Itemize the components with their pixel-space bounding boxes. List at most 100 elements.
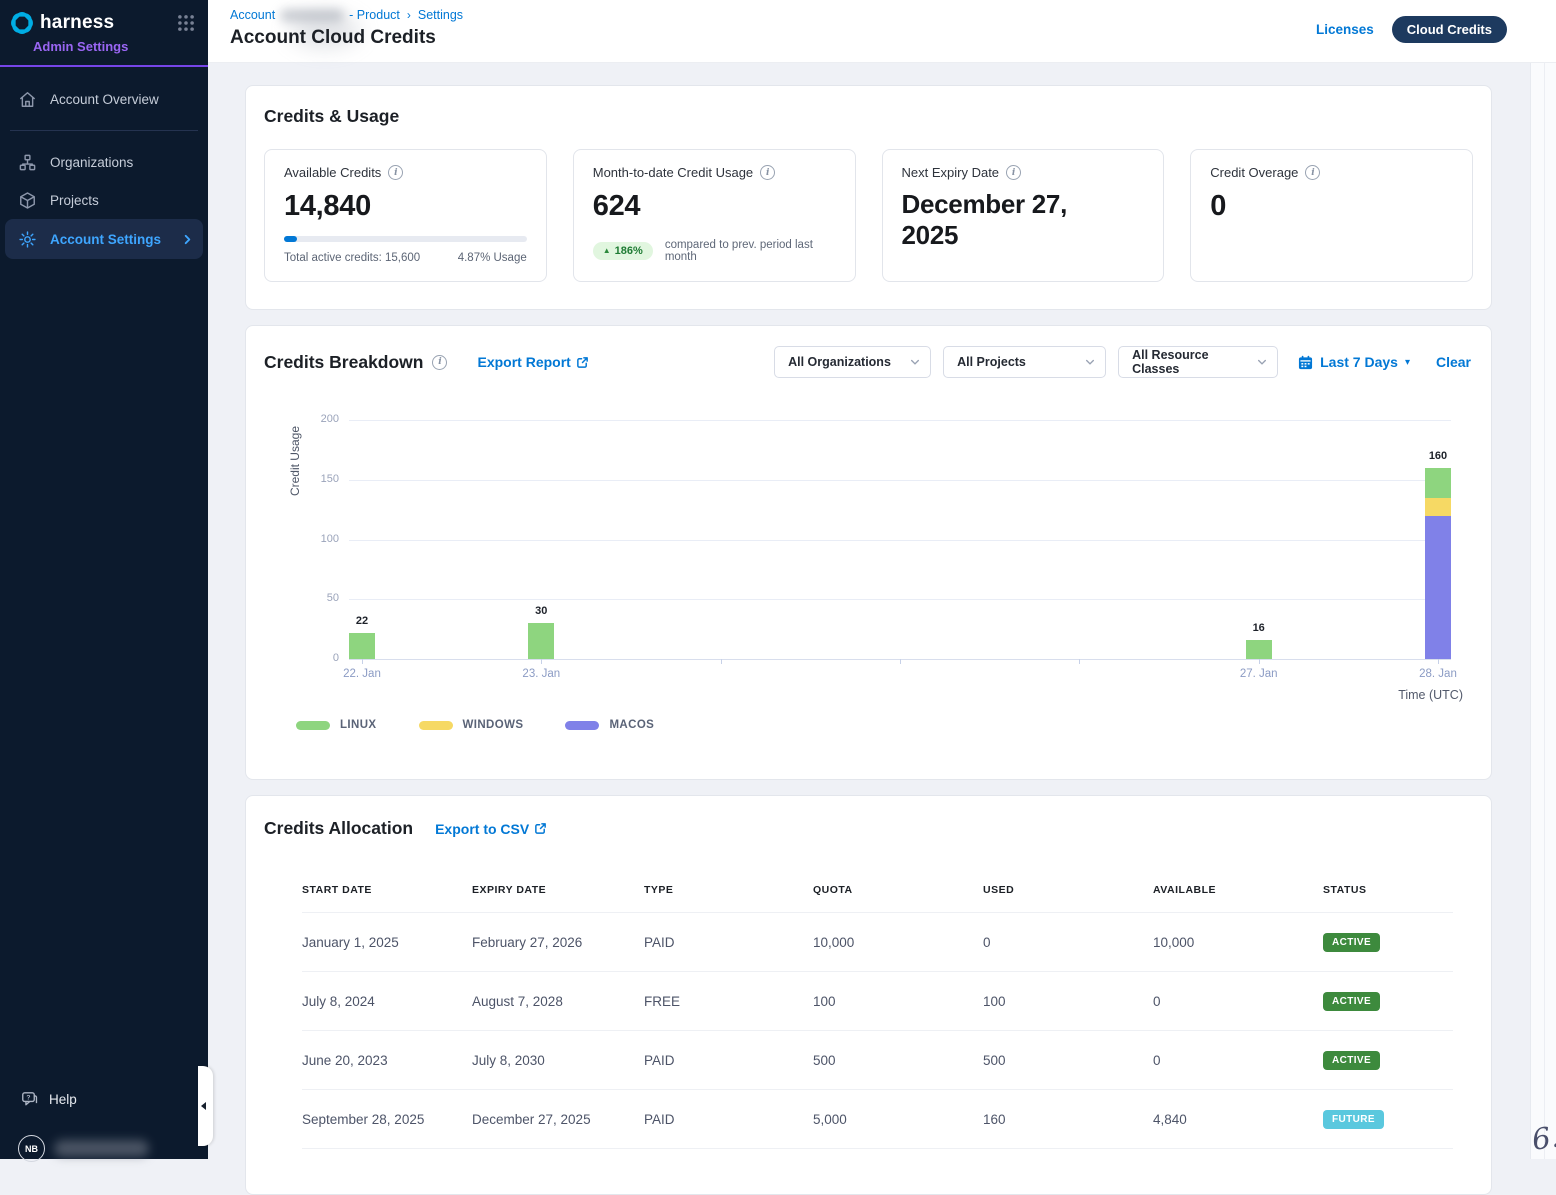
table-header-row: START DATE EXPIRY DATE TYPE QUOTA USED A…: [302, 884, 1453, 913]
gridline: [349, 420, 1451, 421]
legend-item-macos[interactable]: MACOS: [565, 719, 654, 731]
total-active-credits: Total active credits: 15,600: [284, 252, 420, 264]
cell-type: PAID: [644, 1090, 813, 1149]
y-axis-title: Credit Usage: [288, 426, 302, 496]
topbar: Account - Product › Settings Account Clo…: [208, 0, 1556, 63]
allocation-header: Credits Allocation Export to CSV: [264, 818, 547, 839]
topbar-actions: Licenses Cloud Credits: [1316, 16, 1507, 43]
help-button[interactable]: ? Help: [20, 1090, 77, 1109]
usage-percent: 4.87% Usage: [458, 252, 527, 264]
legend-swatch: [296, 721, 330, 730]
next-expiry-value: December 27, 2025: [902, 189, 1112, 251]
bar-segment-linux[interactable]: [1425, 468, 1451, 498]
table-row: July 8, 2024August 7, 2028FREE1001000ACT…: [302, 972, 1453, 1031]
cloud-credits-button[interactable]: Cloud Credits: [1392, 16, 1507, 43]
status-badge: ACTIVE: [1323, 933, 1380, 952]
delta-value: 186%: [615, 245, 643, 257]
scrollbar-gutter[interactable]: [1530, 62, 1556, 1159]
info-icon[interactable]: i: [388, 165, 403, 180]
legend-label: LINUX: [340, 719, 377, 731]
cell-status: ACTIVE: [1323, 913, 1453, 972]
cell-status: ACTIVE: [1323, 972, 1453, 1031]
cell-expiry-date: July 8, 2030: [472, 1031, 644, 1090]
purple-divider: [0, 65, 208, 67]
bar-segment-linux[interactable]: [528, 623, 554, 659]
app-grid-icon[interactable]: [176, 13, 196, 33]
status-badge: FUTURE: [1323, 1110, 1384, 1129]
export-csv-label: Export to CSV: [435, 821, 529, 837]
brand-name: harness: [40, 12, 114, 34]
bar-segment-windows[interactable]: [1425, 498, 1451, 516]
sidebar-item-organizations[interactable]: Organizations: [0, 143, 208, 181]
svg-text:?: ?: [26, 1095, 30, 1102]
bar-segment-macos[interactable]: [1425, 516, 1451, 659]
card-label: Available Credits: [284, 165, 381, 180]
info-icon[interactable]: i: [1006, 165, 1021, 180]
col-status: STATUS: [1323, 884, 1453, 913]
month-to-date-value: 624: [593, 189, 836, 224]
nav-label: Projects: [50, 193, 99, 208]
breadcrumb-account-link[interactable]: Account: [230, 8, 275, 22]
y-axis-tick-label: 150: [299, 473, 339, 485]
month-to-date-card: Month-to-date Credit Usage i 624 ▲ 186% …: [573, 149, 856, 282]
col-used: USED: [983, 884, 1153, 913]
legend-item-windows[interactable]: WINDOWS: [419, 719, 524, 731]
avatar[interactable]: NB: [18, 1135, 45, 1162]
cell-used: 100: [983, 972, 1153, 1031]
sidebar-collapse-handle[interactable]: [198, 1066, 213, 1146]
sidebar-item-projects[interactable]: Projects: [0, 181, 208, 219]
col-type: TYPE: [644, 884, 813, 913]
legend-swatch: [419, 721, 453, 730]
legend-swatch: [565, 721, 599, 730]
redacted-account-name: [280, 9, 344, 22]
gridline: [349, 599, 1451, 600]
breadcrumb-product-link[interactable]: - Product: [349, 8, 400, 22]
x-axis-label: 22. Jan: [322, 668, 402, 680]
status-badge: ACTIVE: [1323, 1051, 1380, 1070]
breadcrumb-settings-link[interactable]: Settings: [418, 8, 463, 22]
cell-start-date: January 1, 2025: [302, 913, 472, 972]
cell-quota: 500: [813, 1031, 983, 1090]
info-icon[interactable]: i: [1305, 165, 1320, 180]
nav-label: Organizations: [50, 155, 133, 170]
sidebar-item-account-overview[interactable]: Account Overview: [0, 80, 208, 118]
y-axis-tick-label: 50: [299, 592, 339, 604]
legend-item-linux[interactable]: LINUX: [296, 719, 377, 731]
x-axis-tick: [900, 659, 901, 664]
legend-label: WINDOWS: [463, 719, 524, 731]
brand-row: harness: [0, 0, 208, 36]
gear-icon: [18, 230, 37, 249]
status-badge: ACTIVE: [1323, 992, 1380, 1011]
sidebar-item-account-settings[interactable]: Account Settings: [5, 219, 203, 259]
bar-total-label: 22: [332, 615, 392, 627]
credits-breakdown-panel: Credits Breakdown i Export Report All Or…: [245, 325, 1492, 780]
nav-label: Account Overview: [50, 92, 159, 107]
cell-expiry-date: December 27, 2025: [472, 1090, 644, 1149]
chart-legend: LINUX WINDOWS MACOS: [296, 719, 654, 731]
x-axis-label: 23. Jan: [501, 668, 581, 680]
export-csv-link[interactable]: Export to CSV: [435, 821, 547, 837]
cell-used: 0: [983, 913, 1153, 972]
harness-logo-icon: [9, 10, 35, 36]
external-link-icon: [534, 822, 547, 835]
cell-start-date: September 28, 2025: [302, 1090, 472, 1149]
sidebar: harness Admin Settings Account Overview: [0, 0, 208, 1159]
bar-segment-linux[interactable]: [1246, 640, 1272, 659]
credits-progress-bar: [284, 236, 527, 242]
cell-available: 0: [1153, 972, 1323, 1031]
available-credits-card: Available Credits i 14,840 Total active …: [264, 149, 547, 282]
nav-divider: [10, 130, 198, 131]
bar-total-label: 16: [1229, 622, 1289, 634]
licenses-link[interactable]: Licenses: [1316, 22, 1374, 37]
x-axis-label: 27. Jan: [1219, 668, 1299, 680]
cell-status: FUTURE: [1323, 1090, 1453, 1149]
table-row: September 28, 2025December 27, 2025PAID5…: [302, 1090, 1453, 1149]
cell-available: 0: [1153, 1031, 1323, 1090]
x-axis-tick: [362, 659, 363, 664]
y-axis-tick-label: 200: [299, 413, 339, 425]
bar-segment-linux[interactable]: [349, 633, 375, 659]
gridline: [349, 540, 1451, 541]
handwritten-note: 6.: [1530, 1119, 1556, 1157]
info-icon[interactable]: i: [760, 165, 775, 180]
gridline: [349, 480, 1451, 481]
